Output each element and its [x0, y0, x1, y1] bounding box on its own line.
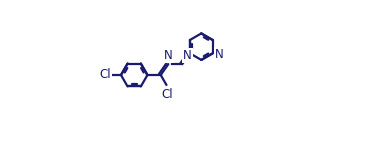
Text: Cl: Cl [99, 69, 111, 81]
Text: N: N [183, 49, 192, 62]
Text: N: N [164, 49, 173, 62]
Text: Cl: Cl [161, 88, 173, 101]
Text: N: N [215, 48, 224, 61]
